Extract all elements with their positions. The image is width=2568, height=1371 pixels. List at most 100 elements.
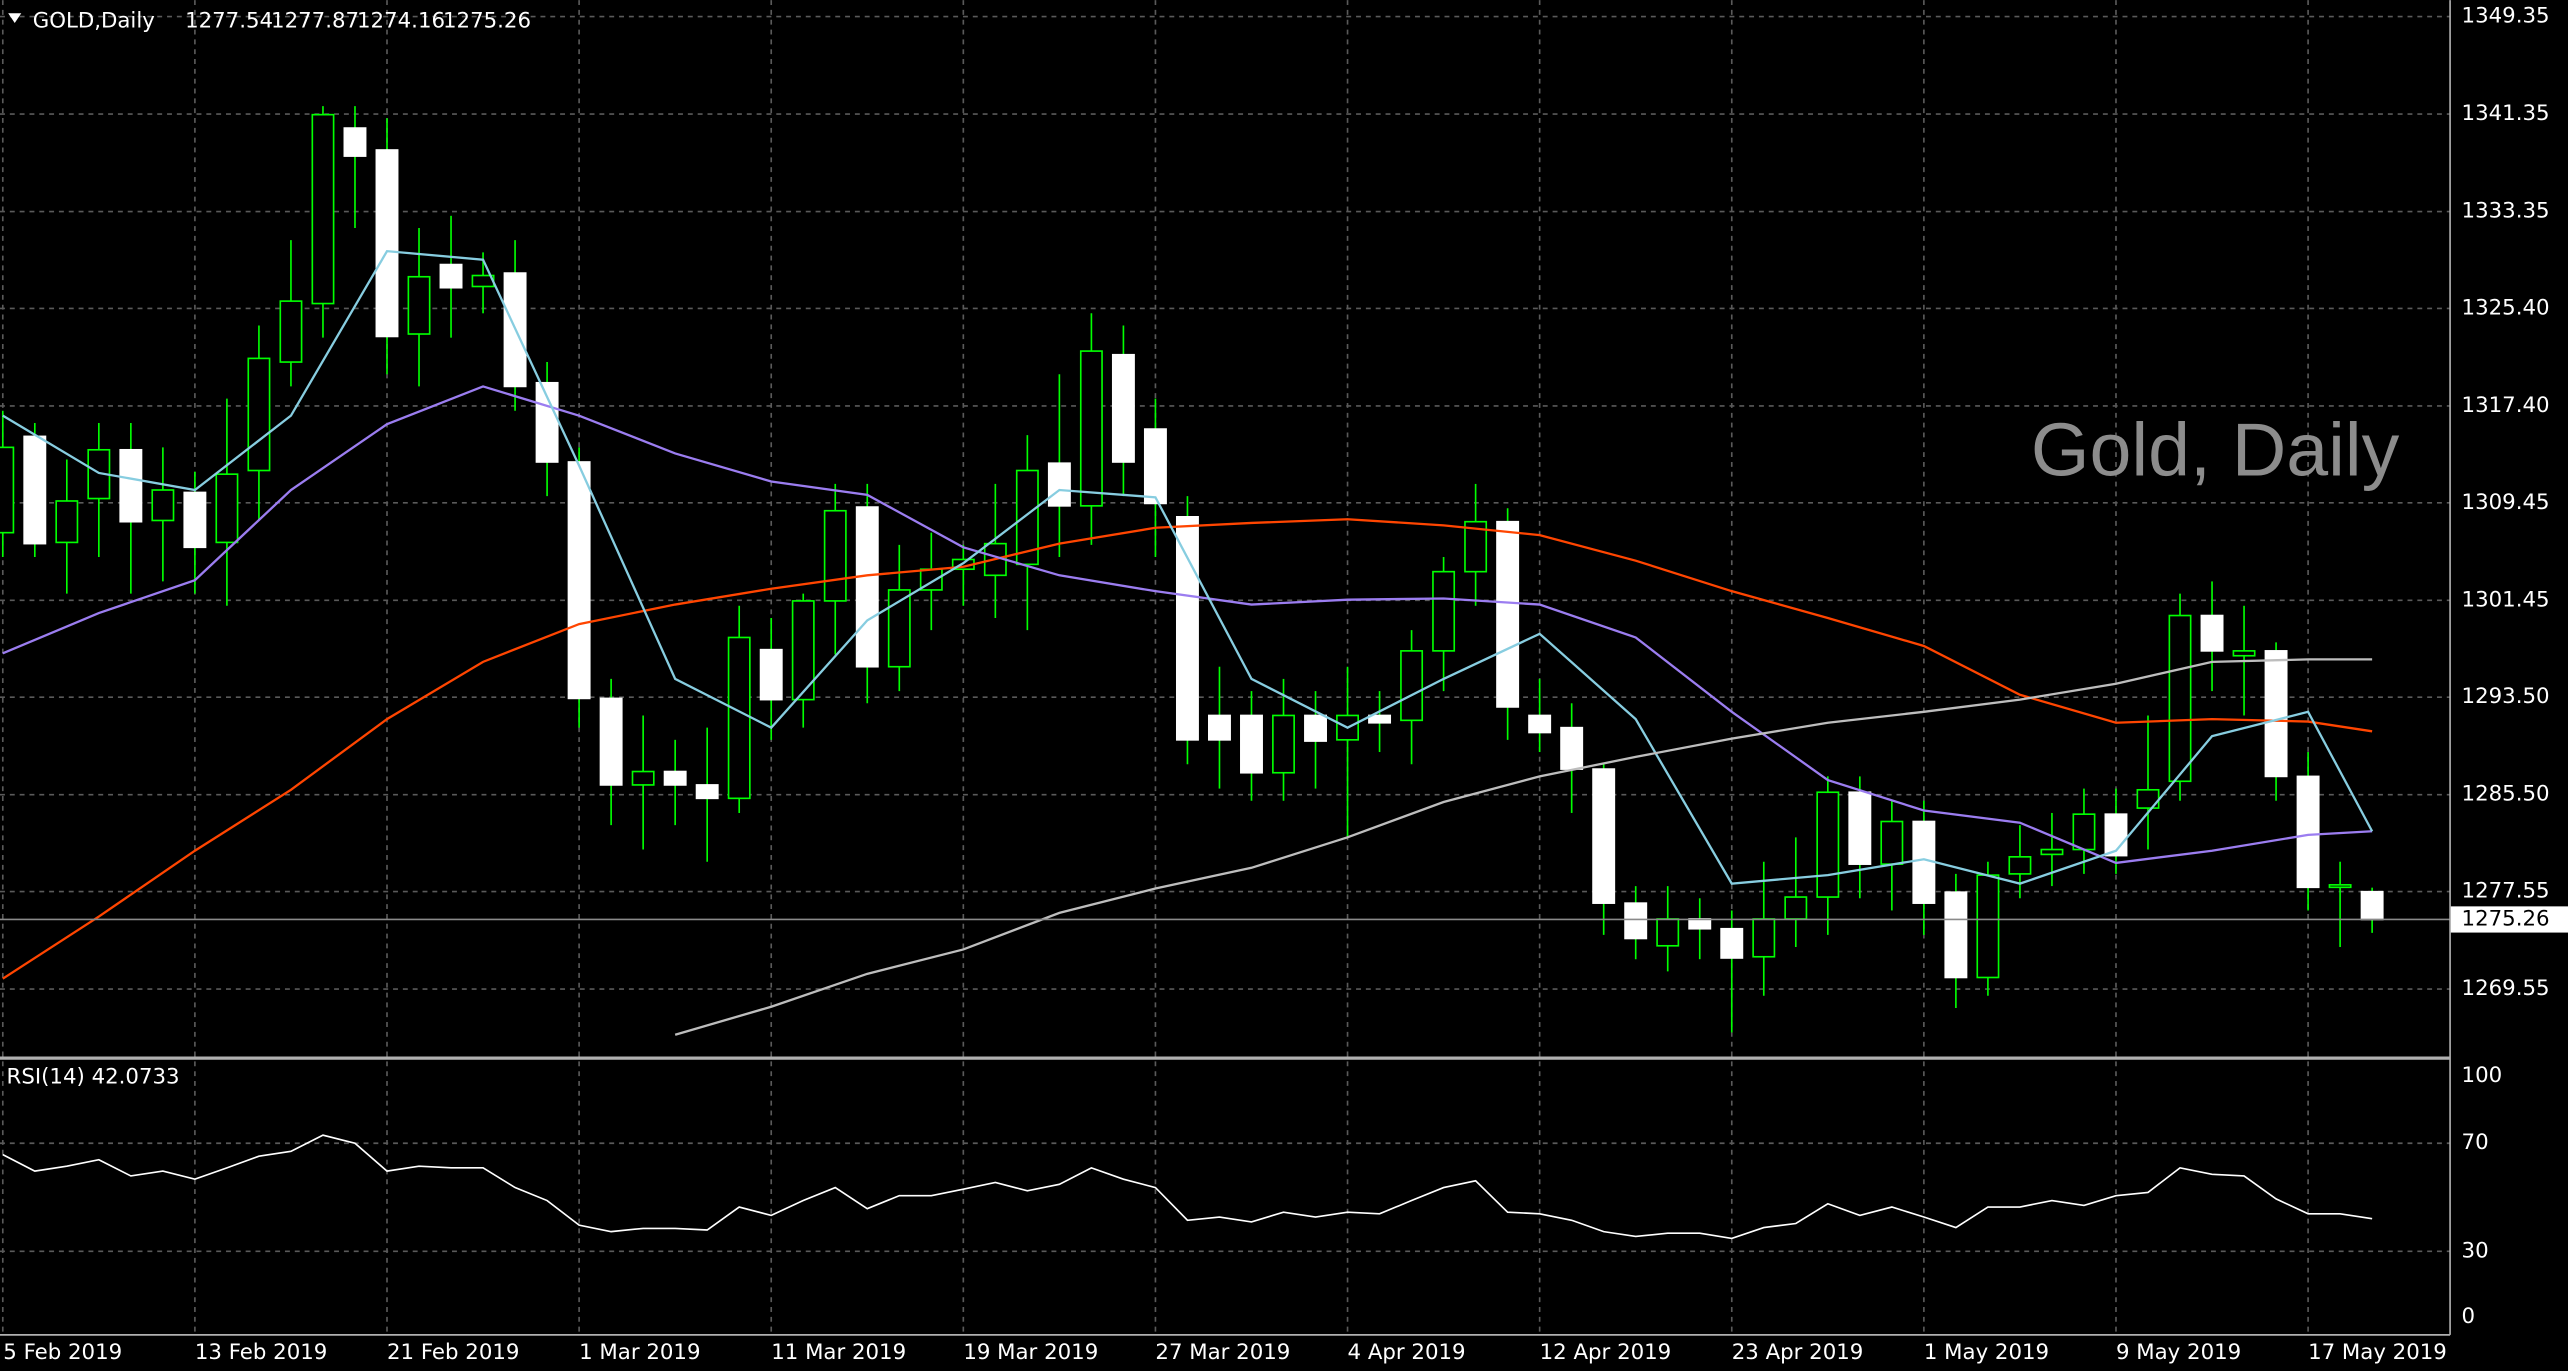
candle-body-up [1816,791,1840,898]
x-tick-label: 23 Apr 2019 [1732,1340,1864,1365]
y-tick-label: 1325.40 [2462,295,2550,320]
x-tick-label: 17 May 2019 [2308,1340,2447,1365]
x-tick-label: 11 Mar 2019 [771,1340,906,1365]
candle-body-up [823,509,847,602]
candle-body-down [1047,462,1071,507]
x-tick-label: 5 Feb 2019 [3,1340,122,1365]
candle-body-up [1976,874,2000,979]
candle-body-down [1592,768,1616,904]
y-tick-label: 1285.50 [2462,782,2550,807]
candle-body-down [855,506,879,668]
candle-body-down [663,770,687,786]
candle-body-up [247,357,271,472]
moving-average-line [2,385,2373,865]
y-tick-label: 100 [2462,1063,2503,1088]
candle-body-down [1240,714,1263,774]
candle-body-up [1752,918,1776,958]
candle-body-up [2072,813,2096,851]
candle-body-up [1880,820,1904,865]
y-tick-label: 1333.35 [2462,199,2550,224]
x-tick-label: 27 Mar 2019 [1155,1340,1290,1365]
candle-body-down [567,461,591,700]
candle-body-up [1400,650,1424,722]
moving-average-line [2,518,2373,980]
rsi-label: RSI(14) 42.0733 [7,1065,180,1090]
candle-body-down [343,127,367,157]
candle-body-down [1720,927,1744,959]
y-tick-label: 1293.50 [2462,684,2550,709]
x-tick-label: 1 Mar 2019 [579,1340,700,1365]
y-tick-label: 70 [2462,1130,2489,1155]
candle-body-up [407,275,431,335]
candle-body-up [1432,570,1456,652]
x-tick-label: 9 May 2019 [2116,1340,2241,1365]
candle-body-up [1784,896,1808,920]
grid-layer [0,0,2451,1335]
candle-body-up [311,113,335,305]
collapse-icon[interactable] [8,13,22,24]
candle-body-down [2264,650,2288,778]
candle-body-down [2200,614,2224,652]
candle-body-down [2296,775,2320,889]
candle-body-down [1944,891,1968,979]
candle-body-down [1304,714,1327,742]
candle-body-up [1079,350,1103,507]
candle-body-down [1688,918,1712,930]
x-tick-label: 4 Apr 2019 [1348,1340,1466,1365]
y-tick-label: 1301.45 [2462,587,2550,612]
moving-average-line [2,249,2374,885]
header-open: 1277.54 [185,8,273,33]
x-tick-label: 12 Apr 2019 [1540,1340,1672,1365]
candle-body-down [23,435,47,545]
candle-body-up [151,489,175,522]
rsi-line [2,1134,2373,1240]
candle-body-down [695,784,719,800]
candle-body-down [1111,353,1135,463]
x-tick-label: 13 Feb 2019 [195,1340,327,1365]
candle-body-down [183,491,207,549]
candle-body-down [759,648,783,701]
candle-body-up [2328,884,2352,889]
candle-body-up [727,636,751,800]
last-price-label: 1275.26 [2462,906,2550,931]
candle-body-down [1496,520,1520,708]
candle-body-up [1464,520,1488,573]
moving-average-line [674,658,2373,1036]
rsi-panel [2,1134,2373,1240]
symbol-label: GOLD,Daily [33,8,155,33]
candle-body-down [1560,726,1584,770]
candle-body-down [2360,890,2384,921]
header-close: 1275.26 [443,8,531,33]
candle-body-up [55,500,79,544]
candle-body-down [1143,428,1167,505]
candle-body-down [1208,714,1231,741]
candle-body-up [2008,856,2032,875]
price-panel [0,106,2451,1036]
y-tick-label: 1269.55 [2462,976,2550,1001]
candle-body-up [0,446,15,534]
candle-body-up [2040,848,2064,856]
candle-body-up [215,473,239,544]
candle-body-up [631,770,655,786]
candle-body-up [2168,614,2192,783]
candle-body-up [1272,714,1295,774]
candle-body-down [1528,714,1552,734]
candle-body-down [599,697,623,786]
candle-body-down [1848,791,1872,865]
y-tick-label: 30 [2462,1238,2489,1263]
last-price-box [2450,906,2568,933]
watermark: Gold, Daily [2031,407,2400,491]
header-low: 1274.16 [357,8,445,33]
y-tick-label: 1341.35 [2462,101,2550,126]
candle-body-down [439,263,463,289]
candle-body-up [791,600,815,701]
axis-layer: 1269.55 1277.55 1285.50 1293.50 1301.45 1309.… [3,4,2568,1365]
header-high: 1277.87 [271,8,359,33]
x-tick-label: 21 Feb 2019 [387,1340,519,1365]
candle-body-up [1015,469,1039,566]
y-tick-label: 1317.40 [2462,393,2550,418]
y-tick-label: 1349.35 [2462,4,2550,29]
y-tick-label: 1277.55 [2462,879,2550,904]
